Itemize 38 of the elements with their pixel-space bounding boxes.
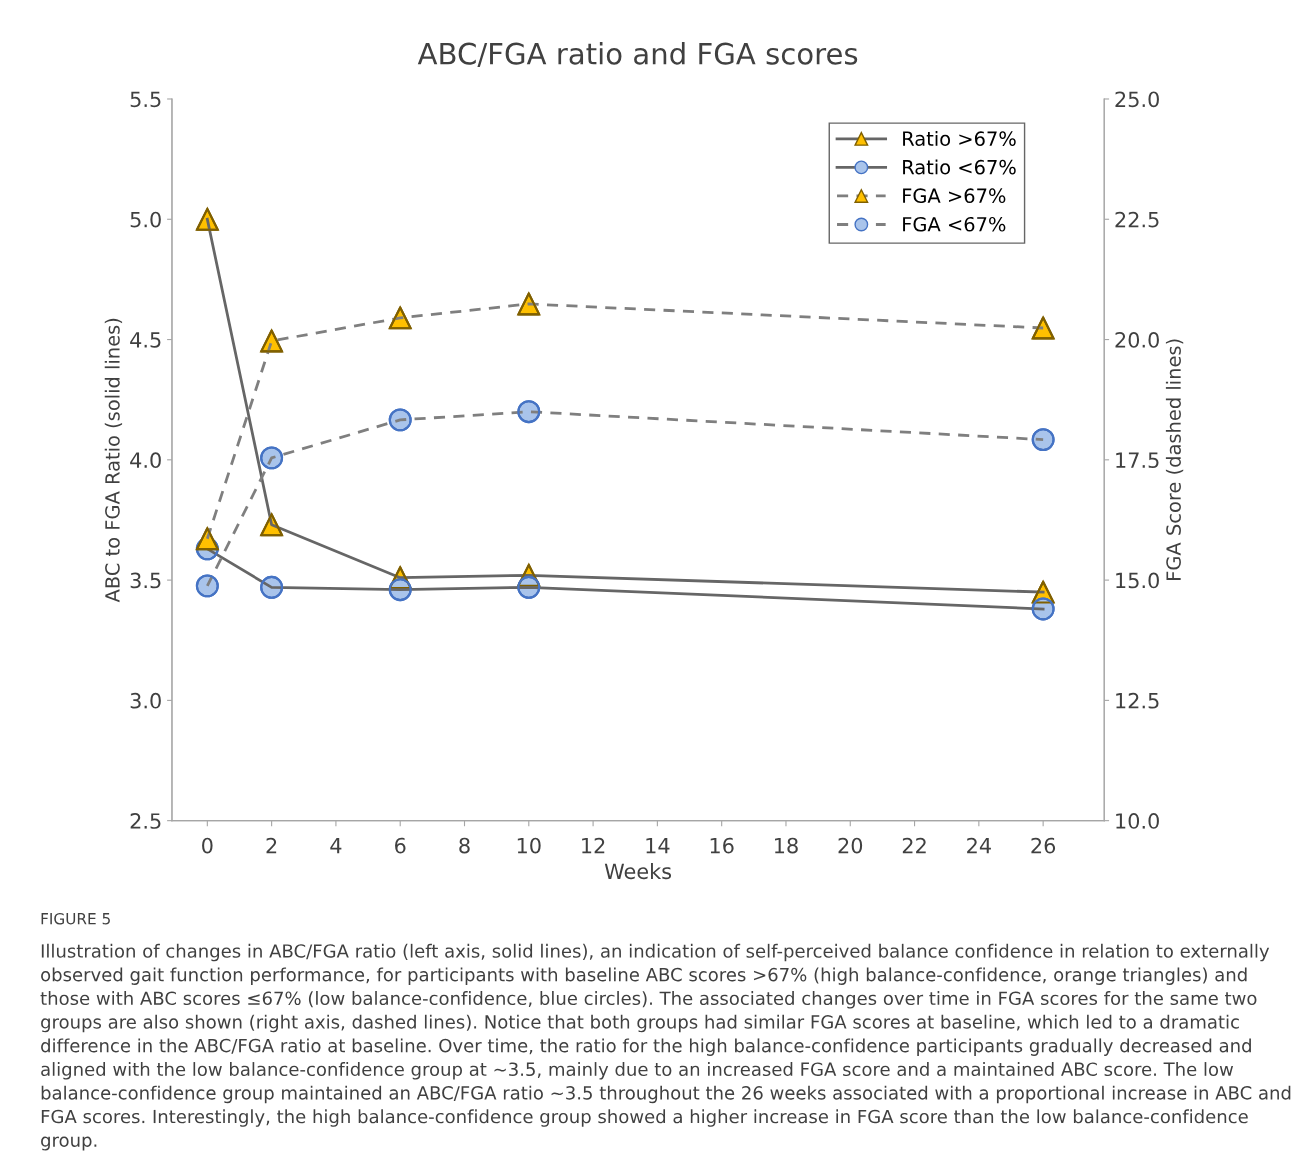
x-tick-label: 10 — [517, 837, 541, 854]
y-tick-label: 2.5 — [130, 813, 161, 829]
y-tick-label: 4.0 — [130, 452, 161, 469]
x-tick-label: 18 — [775, 837, 798, 854]
y2-axis-title: FGA Score (dashed lines) — [1165, 339, 1184, 580]
y2-tick-label: 10.0 — [1116, 813, 1159, 829]
x-tick-label: 12 — [582, 837, 605, 854]
x-tick-label: 20 — [838, 837, 863, 854]
x-axis-title: Weeks — [604, 863, 672, 880]
x-tick-label: 8 — [459, 837, 470, 854]
x-tick-label: 6 — [395, 837, 406, 854]
x-tick-label: 22 — [902, 837, 926, 854]
x-tick-label: 26 — [1031, 837, 1056, 854]
text: Illustration of changes in ABC/FGA ratio (left axis, solid lines), an indication of self-perceived balance confidence in relation to externally observed gait function performance, for participants with baseline ABC scores >67% (high balance-confidence, orange triangles) and those with ABC scores ≤67% (low balance-confidence, blue circles). The associated changes over time in FGA scores for the same two groups are also shown (right axis, dashed lines). Notice that both groups had similar FGA scores at baseline, which led to a dramatic difference in the ABC/FGA ratio at baseline. Over time, the ratio for the high balance-confidence participants gradually decreased and aligned with the low balance-confidence group at ∼3.5, mainly due to an increased FGA score and a maintained ABC score. The low balance-confidence group maintained an ABC/FGA ratio ∼3.5 throughout the 26 weeks associated with a proportional increase in ABC and FGA scores. Interestingly, the high balance-confidence group showed a higher increase in FGA score than the low balance-confidence group. — [40, 943, 1291, 1151]
y-tick-label: 3.5 — [130, 572, 161, 589]
y-tick-label: 5.0 — [130, 211, 161, 228]
caption: FIGURE 5 — [41, 912, 110, 925]
y2-tick-label: 15.0 — [1116, 572, 1159, 589]
legend-label: FGA <67% — [903, 216, 1006, 232]
legend-label: FGA >67% — [903, 188, 1006, 204]
legend-label: Ratio <67% — [903, 159, 1016, 175]
x-tick-label: 2 — [266, 837, 277, 854]
y2-tick-label: 17.5 — [1116, 452, 1159, 469]
y-tick-label: 4.5 — [130, 332, 161, 348]
y2-tick-label: 25.0 — [1115, 91, 1159, 108]
x-tick-label: 24 — [967, 837, 991, 854]
y2-tick-label: 20.0 — [1115, 332, 1159, 348]
x-tick-label: 16 — [710, 837, 734, 854]
x-tick-label: 4 — [330, 837, 342, 854]
y-tick-label: 3.0 — [130, 692, 161, 709]
y2-tick-label: 22.5 — [1115, 211, 1159, 228]
x-tick-label: 0 — [202, 837, 213, 854]
y-tick-label: 5.5 — [130, 91, 161, 108]
x-tick-label: 14 — [646, 837, 670, 854]
legend-label: Ratio >67% — [903, 130, 1016, 146]
y-axis-title: ABC to FGA Ratio (solid lines) — [104, 318, 123, 603]
y2-tick-label: 12.5 — [1116, 692, 1159, 709]
chart-title: ABC/FGA ratio and FGA scores — [417, 42, 858, 67]
